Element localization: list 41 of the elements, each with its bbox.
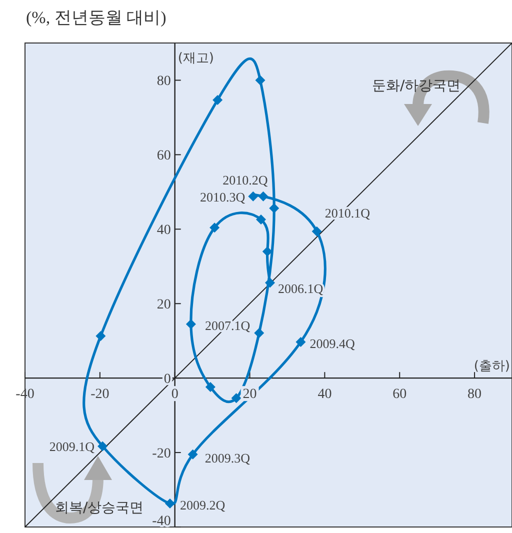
annotation: 둔화/하강국면 xyxy=(372,78,461,94)
point xyxy=(255,75,266,86)
point xyxy=(258,191,268,202)
x-tick-label: 80 xyxy=(468,387,482,402)
x-tick-label: 40 xyxy=(318,387,332,402)
y-tick-label: 80 xyxy=(156,74,171,90)
x-tick-label: 60 xyxy=(392,387,407,402)
annotation: 2009.1Q xyxy=(49,439,96,454)
point xyxy=(98,441,108,452)
chart-title: (%, 전년동월 대비) xyxy=(26,7,166,29)
point xyxy=(265,278,275,288)
y-tick-label: -40 xyxy=(152,514,171,529)
point xyxy=(254,328,264,338)
point xyxy=(248,191,258,202)
point xyxy=(262,246,272,256)
point xyxy=(256,214,266,224)
annotation: 2009.2Q xyxy=(180,498,226,513)
y-tick-label: -20 xyxy=(152,446,171,462)
annotation: 회복/상승국면 xyxy=(55,500,144,516)
point xyxy=(210,222,220,233)
x-tick-label: 20 xyxy=(242,387,257,402)
point xyxy=(205,382,216,392)
y-tick-label: 40 xyxy=(156,223,171,238)
point xyxy=(164,498,175,509)
point xyxy=(231,393,242,404)
annotation: 2010.2Q xyxy=(222,172,268,188)
point xyxy=(96,331,106,342)
annotation: 2010.3Q xyxy=(200,189,246,204)
point xyxy=(269,203,280,214)
point xyxy=(186,319,196,330)
y-tick-label: 20 xyxy=(156,298,171,313)
annotation: 2009.3Q xyxy=(204,450,251,466)
point xyxy=(296,336,306,347)
point xyxy=(312,226,322,236)
x-axis-title: (출하) xyxy=(474,359,510,374)
y-tick-label: 60 xyxy=(156,148,171,164)
annotation: 2009.4Q xyxy=(310,336,356,351)
x-tick-label: -20 xyxy=(90,387,110,402)
y-axis-title: (재고) xyxy=(178,51,214,66)
point xyxy=(212,94,223,105)
point xyxy=(188,449,198,460)
